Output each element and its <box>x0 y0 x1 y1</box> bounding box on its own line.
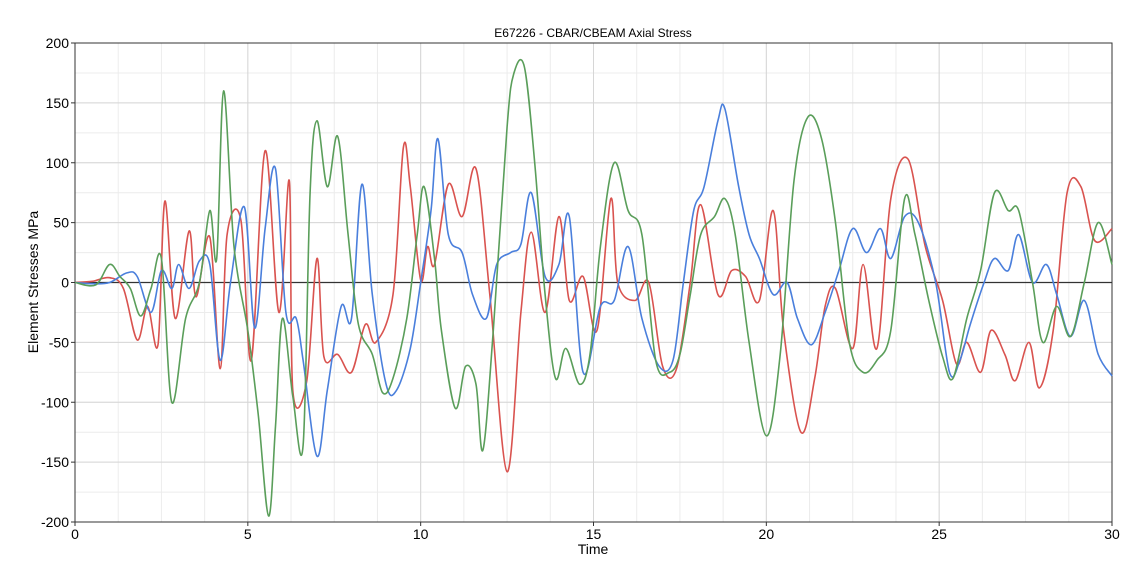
x-axis: 0 5 10 15 20 25 30 <box>71 522 1120 542</box>
chart-title: E67226 - CBAR/CBEAM Axial Stress <box>494 26 691 40</box>
x-tick-label: 0 <box>71 526 79 542</box>
series-line-3 <box>74 58 1113 517</box>
y-tick-label: 150 <box>46 95 70 111</box>
series-line-1 <box>74 141 1113 473</box>
x-tick-label: 10 <box>413 526 429 542</box>
y-tick-label: 0 <box>61 275 69 291</box>
y-tick-label: -200 <box>41 514 69 530</box>
y-tick-label: -150 <box>41 454 69 470</box>
x-axis-title: Time <box>578 541 609 557</box>
y-tick-label: 200 <box>46 35 70 51</box>
y-tick-label: 100 <box>46 155 70 171</box>
y-axis: -200 -150 -100 -50 0 50 100 150 200 <box>41 35 75 530</box>
series-layer <box>74 58 1113 517</box>
x-tick-label: 30 <box>1104 526 1120 542</box>
x-tick-label: 5 <box>244 526 252 542</box>
x-tick-label: 15 <box>586 526 602 542</box>
series-line-2 <box>74 103 1113 457</box>
x-tick-label: 20 <box>759 526 775 542</box>
x-tick-label: 25 <box>931 526 947 542</box>
y-tick-label: 50 <box>53 215 69 231</box>
y-tick-label: -100 <box>41 394 69 410</box>
y-tick-label: -50 <box>49 334 69 350</box>
y-axis-title: Element Stresses MPa <box>25 211 41 354</box>
